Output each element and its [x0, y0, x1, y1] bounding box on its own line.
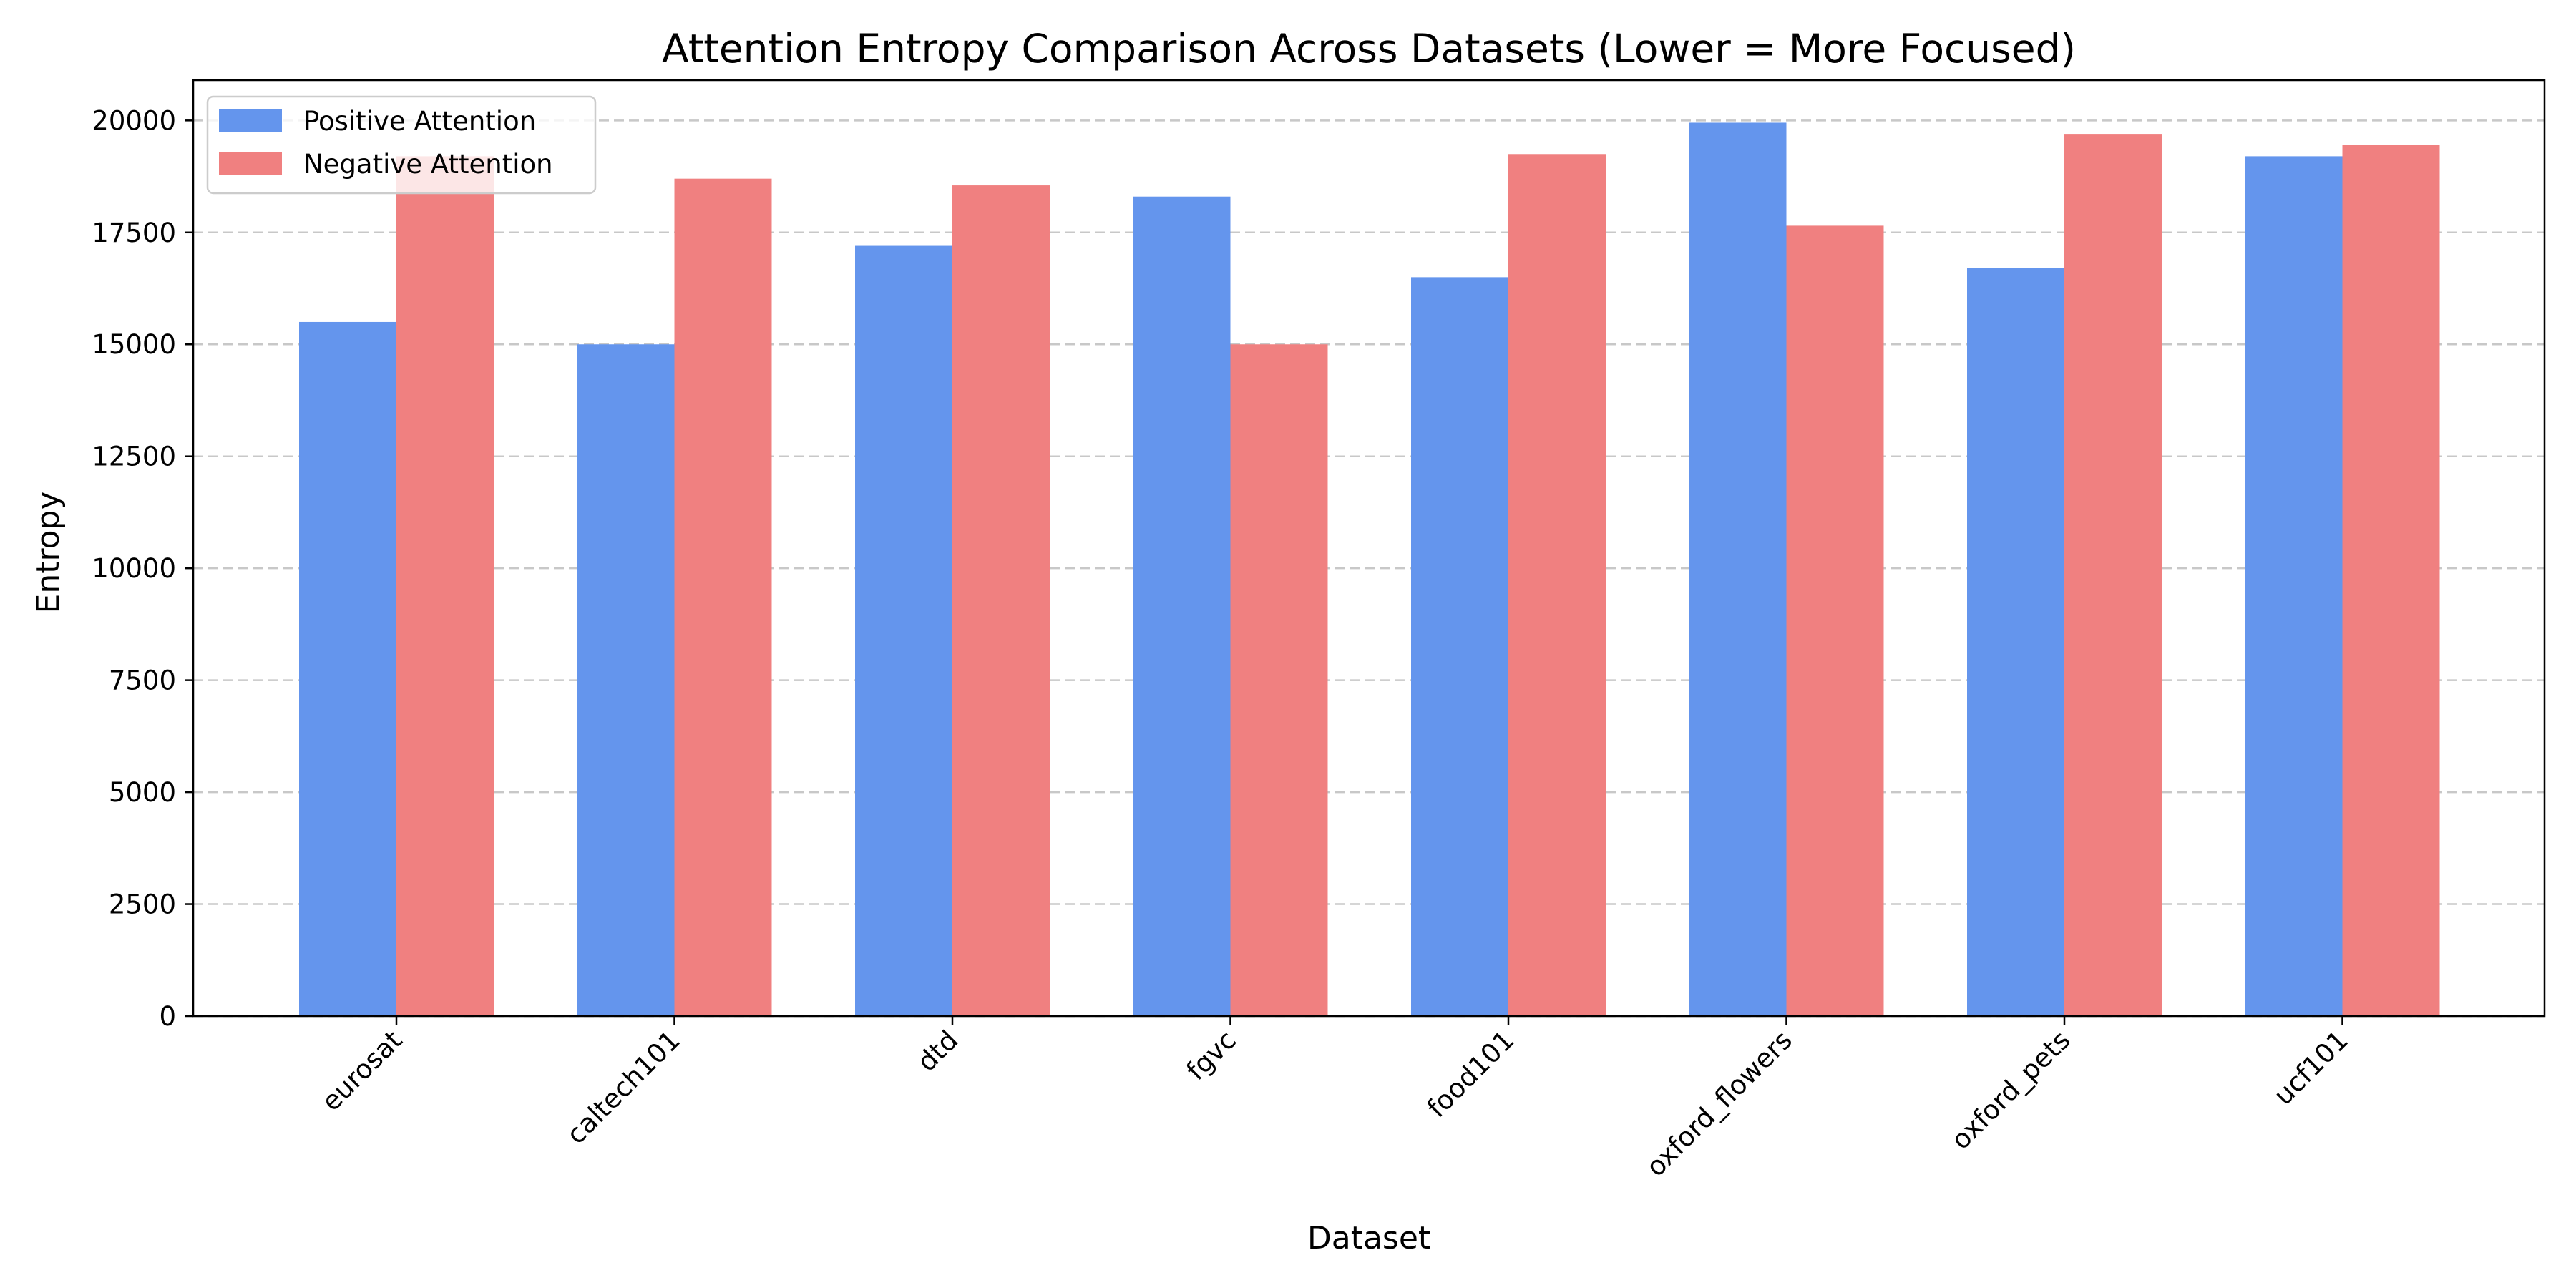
x-axis-label: Dataset — [1307, 1220, 1430, 1257]
x-tick-label-caltech101: caltech101 — [561, 1025, 686, 1150]
y-tick-label: 10000 — [92, 553, 176, 584]
bar-negative-eurosat — [396, 156, 494, 1017]
legend-swatch — [219, 109, 282, 132]
legend-label: Negative Attention — [303, 149, 553, 180]
bar-negative-ucf101 — [2342, 145, 2440, 1016]
y-tick-label: 12500 — [92, 441, 176, 472]
legend-swatch — [219, 152, 282, 175]
chart-title: Attention Entropy Comparison Across Data… — [662, 26, 2076, 72]
bar-positive-oxford_pets — [1967, 268, 2064, 1016]
y-tick-label: 0 — [159, 1001, 176, 1032]
bar-negative-food101 — [1508, 154, 1606, 1016]
x-tick-label-oxford_flowers: oxford_flowers — [1640, 1025, 1798, 1183]
bar-negative-oxford_flowers — [1786, 225, 1884, 1017]
x-tick-label-ucf101: ucf101 — [2268, 1025, 2354, 1111]
bar-negative-caltech101 — [674, 178, 772, 1016]
bar-positive-caltech101 — [577, 344, 675, 1016]
bar-positive-fgvc — [1133, 196, 1231, 1016]
bar-positive-oxford_flowers — [1689, 122, 1787, 1016]
bar-negative-fgvc — [1230, 344, 1328, 1016]
x-tick-label-fgvc: fgvc — [1181, 1025, 1242, 1086]
bar-positive-food101 — [1411, 277, 1508, 1016]
y-tick-labels: 0 2500 5000 7500 10000 12500 15000 17500 20000 — [92, 105, 193, 1032]
axes — [192, 79, 2546, 1018]
y-tick-label: 20000 — [92, 105, 176, 136]
bar-positive-ucf101 — [2245, 156, 2343, 1017]
x-tick-labels: eurosat caltech101 dtd fgvc food101 oxford_fl… — [316, 1016, 2354, 1183]
y-tick-label: 2500 — [109, 889, 176, 920]
bar-positive-dtd — [855, 245, 952, 1016]
bar-positive-eurosat — [299, 321, 396, 1016]
y-tick-label: 17500 — [92, 218, 176, 248]
y-axis-label: Entropy — [30, 492, 67, 614]
legend: Positive Attention Negative Attention — [206, 95, 597, 195]
y-tick-label: 7500 — [109, 665, 176, 696]
legend-label: Positive Attention — [303, 106, 536, 137]
x-tick-label-dtd: dtd — [911, 1025, 964, 1078]
x-tick-label-food101: food101 — [1421, 1025, 1520, 1123]
y-tick-label: 5000 — [109, 777, 176, 808]
bar-negative-dtd — [952, 185, 1050, 1016]
x-tick-label-oxford_pets: oxford_pets — [1945, 1025, 2076, 1156]
x-tick-label-eurosat: eurosat — [316, 1025, 408, 1117]
grid-lines — [193, 119, 2545, 1018]
plot-frame — [192, 79, 2546, 1018]
y-tick-label: 15000 — [92, 329, 176, 360]
bars — [299, 122, 2440, 1017]
legend-box — [206, 95, 597, 195]
bar-negative-oxford_pets — [2064, 134, 2162, 1017]
